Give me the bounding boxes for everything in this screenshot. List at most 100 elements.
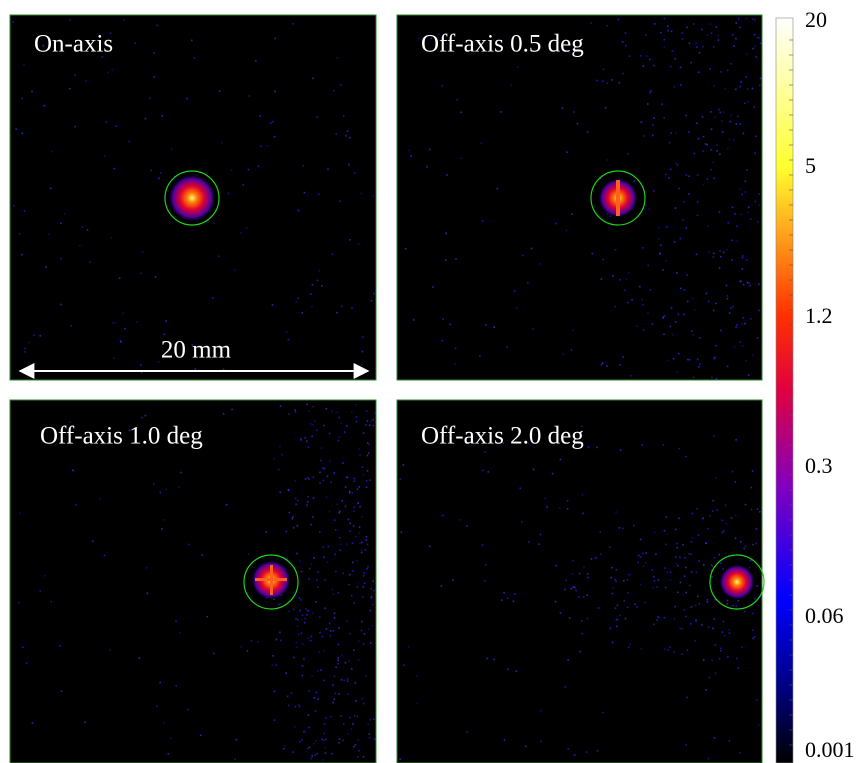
noise-dot (735, 537, 737, 539)
noise-dot (634, 180, 636, 182)
noise-dot (212, 297, 214, 299)
noise-dot (711, 32, 713, 34)
noise-dot (336, 57, 338, 59)
noise-dot (113, 358, 115, 360)
noise-dot (399, 758, 401, 760)
noise-dot (678, 518, 680, 520)
noise-dot (696, 254, 698, 256)
noise-dot (735, 605, 737, 607)
noise-dot (731, 259, 733, 261)
noise-dot (147, 593, 149, 595)
noise-dot (727, 298, 729, 300)
noise-dot (332, 254, 334, 256)
noise-dot (325, 717, 327, 719)
noise-dot (694, 153, 696, 155)
noise-dot (566, 230, 568, 232)
noise-dot (342, 500, 344, 502)
noise-dot (732, 207, 734, 209)
noise-dot (714, 357, 716, 359)
noise-dot (307, 477, 309, 479)
noise-dot (320, 669, 322, 671)
noise-dot (89, 261, 91, 263)
noise-dot (179, 632, 181, 634)
noise-dot (651, 569, 653, 571)
noise-dot (735, 439, 737, 441)
noise-dot (218, 256, 220, 258)
noise-dot (359, 454, 361, 456)
noise-dot (684, 609, 686, 611)
noise-dot (373, 293, 375, 295)
noise-dot (338, 657, 340, 659)
noise-dot (293, 527, 295, 529)
noise-dot (656, 586, 658, 588)
noise-dot (335, 529, 337, 531)
noise-dot (745, 18, 747, 20)
noise-dot (352, 492, 354, 494)
noise-dot (307, 748, 309, 750)
noise-dot (372, 625, 374, 627)
noise-dot (674, 241, 676, 243)
noise-dot (693, 23, 695, 25)
noise-dot (128, 141, 130, 143)
noise-dot (654, 532, 656, 534)
noise-dot (344, 431, 346, 433)
noise-dot (759, 84, 761, 86)
noise-dot (611, 79, 613, 81)
noise-dot (353, 649, 355, 651)
noise-dot (334, 472, 336, 474)
noise-dot (234, 270, 236, 272)
noise-dot (354, 478, 356, 480)
noise-dot (316, 430, 318, 432)
noise-dot (43, 105, 45, 107)
noise-dot (408, 646, 410, 648)
noise-dot (630, 375, 632, 377)
noise-dot (722, 131, 724, 133)
noise-dot (456, 99, 458, 101)
noise-dot (299, 561, 301, 563)
noise-dot (611, 567, 613, 569)
noise-dot (288, 489, 290, 491)
noise-dot (663, 444, 665, 446)
noise-dot (647, 103, 649, 105)
noise-dot (732, 605, 734, 607)
noise-dot (329, 511, 331, 513)
noise-dot (728, 629, 730, 631)
noise-dot (316, 579, 318, 581)
noise-dot (221, 142, 223, 144)
spot-streak (270, 565, 273, 595)
noise-dot (718, 39, 720, 41)
noise-dot (372, 419, 374, 421)
noise-dot (679, 628, 681, 630)
noise-dot (280, 405, 282, 407)
noise-dot (749, 567, 751, 569)
noise-dot (602, 80, 604, 82)
noise-dot (618, 19, 620, 21)
noise-dot (640, 648, 642, 650)
noise-dot (725, 553, 727, 555)
noise-dot (164, 334, 166, 336)
panel-bg (397, 15, 762, 380)
noise-dot (361, 549, 363, 551)
noise-dot (720, 71, 722, 73)
noise-dot (726, 523, 728, 525)
noise-dot (141, 372, 143, 374)
noise-dot (736, 123, 738, 125)
noise-dot (358, 243, 360, 245)
noise-dot (351, 595, 353, 597)
noise-dot (740, 188, 742, 190)
noise-dot (612, 275, 614, 277)
noise-dot (22, 647, 24, 649)
noise-dot (288, 339, 290, 341)
noise-dot (719, 250, 721, 252)
noise-dot (653, 117, 655, 119)
noise-dot (594, 206, 596, 208)
noise-dot (347, 130, 349, 132)
noise-dot (713, 435, 715, 437)
noise-dot (579, 573, 581, 575)
noise-dot (301, 739, 303, 741)
noise-dot (158, 361, 160, 363)
noise-dot (667, 572, 669, 574)
noise-dot (350, 728, 352, 730)
noise-dot (753, 106, 755, 108)
noise-dot (500, 111, 502, 113)
